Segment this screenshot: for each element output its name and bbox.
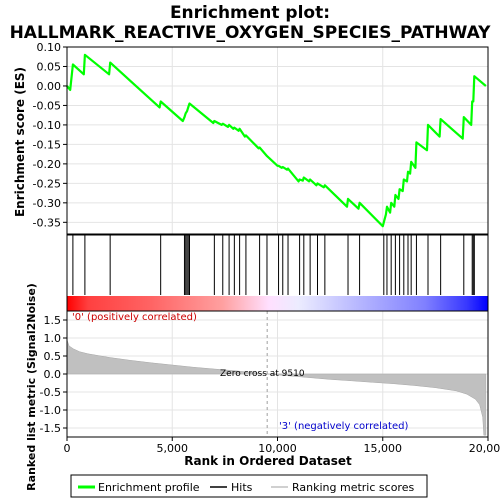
x-tick-label: 0 — [64, 442, 71, 455]
metric-y-tick-label: -1.5 — [40, 422, 61, 435]
rank-color-strip — [67, 296, 488, 311]
ranking-metric-area — [66, 339, 487, 436]
x-axis-label: Rank in Ordered Dataset — [184, 454, 352, 468]
positive-correlation-label: '0' (positively correlated) — [72, 312, 197, 323]
es-y-tick-label: -0.15 — [33, 138, 61, 151]
metric-y-tick-label: 1.5 — [44, 314, 62, 327]
hits-panel — [66, 234, 489, 312]
legend: Enrichment profile Hits Ranking metric s… — [70, 474, 428, 498]
es-y-tick-label: 0.10 — [37, 41, 62, 54]
es-plot-frame — [66, 46, 489, 235]
legend-label-enrichment-profile: Enrichment profile — [98, 481, 200, 494]
chart-title-line2: HALLMARK_REACTIVE_OXYGEN_SPECIES_PATHWAY — [10, 23, 492, 43]
es-y-tick-label: -0.10 — [33, 119, 61, 132]
es-y-tick-label: -0.25 — [33, 177, 61, 190]
metric-y-tick-label: 0.0 — [44, 368, 62, 381]
es-y-tick-label: -0.05 — [33, 99, 61, 112]
x-tick-label: 20,000 — [469, 442, 500, 455]
es-y-tick-label: -0.30 — [33, 197, 61, 210]
x-tick-label: 5,000 — [157, 442, 189, 455]
enrichment-profile-line — [66, 53, 487, 228]
es-y-axis-label: Enrichment score (ES) — [13, 67, 27, 217]
metric-y-axis-label: Ranked list metric (Signal2Noise) — [25, 283, 38, 491]
chart-title-line1: Enrichment plot: — [170, 3, 330, 23]
metric-y-tick-label: 1.0 — [44, 332, 62, 345]
es-panel: 0.10 0.05 0.00 -0.05 -0.10 -0.15 -0.20 -0.25 -0.… — [33, 41, 489, 235]
legend-label-ranking-metric: Ranking metric scores — [292, 481, 414, 494]
es-y-tick-label: 0.00 — [37, 80, 62, 93]
x-axis: 0 5,000 10,000 15,000 20,000 — [64, 437, 500, 455]
x-tick-label: 10,000 — [258, 442, 297, 455]
metric-panel: 1.5 1.0 0.5 0.0 -0.5 -1.0 -1.5 — [40, 310, 489, 438]
metric-y-tick-label: -1.0 — [40, 404, 61, 417]
metric-y-tick-label: -0.5 — [40, 386, 61, 399]
legend-box — [70, 474, 428, 498]
legend-label-hits: Hits — [231, 481, 253, 494]
es-y-tick-label: -0.20 — [33, 158, 61, 171]
negative-correlation-label: '3' (negatively correlated) — [279, 421, 408, 432]
zero-cross-label: Zero cross at 9510 — [220, 369, 305, 379]
es-y-tick-label: 0.05 — [37, 60, 62, 73]
x-tick-label: 15,000 — [364, 442, 403, 455]
es-y-tick-label: -0.35 — [33, 216, 61, 229]
metric-y-tick-label: 0.5 — [44, 350, 62, 363]
